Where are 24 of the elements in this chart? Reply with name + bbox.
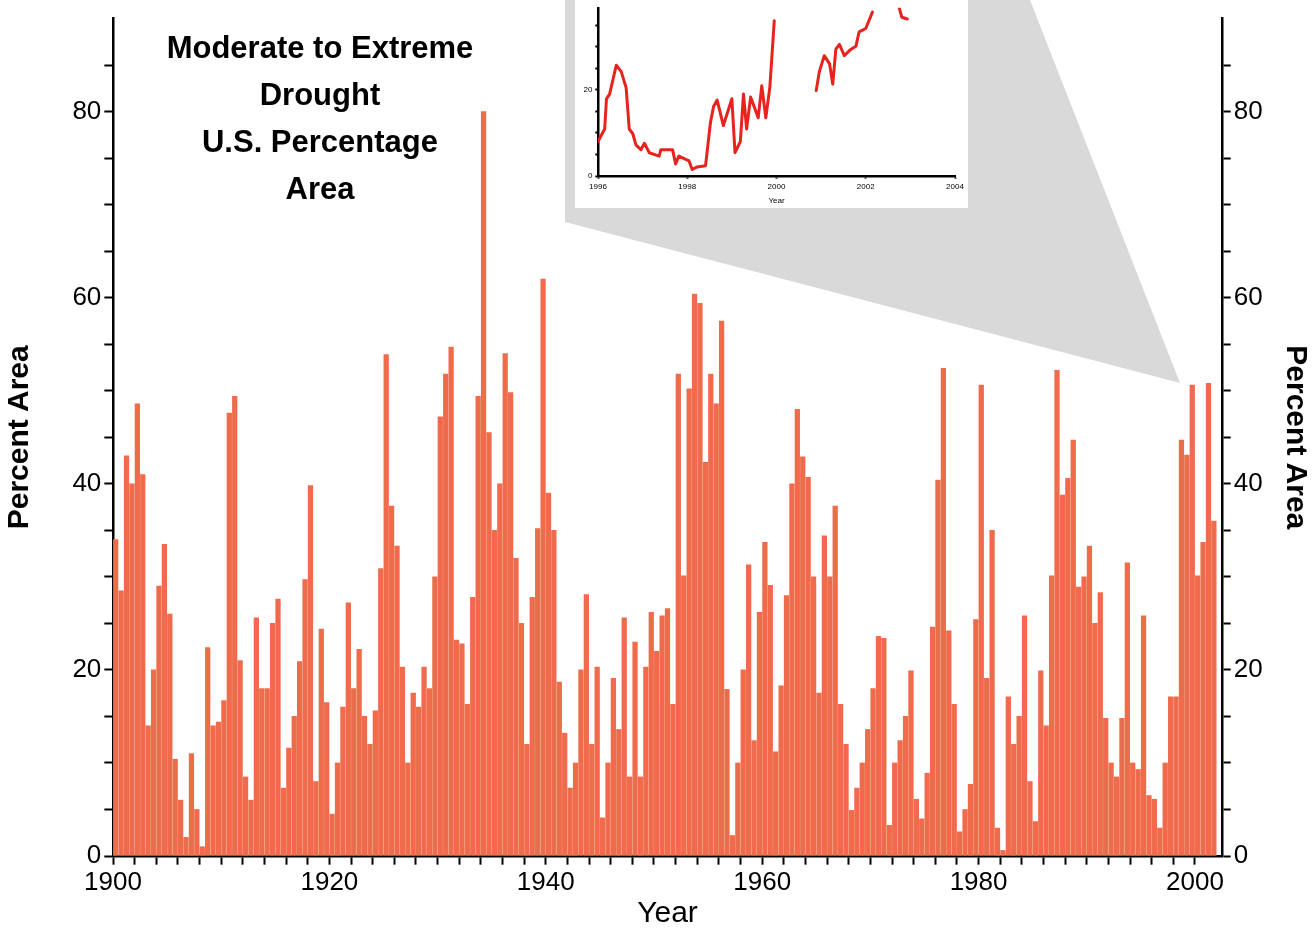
y-axis-title: Percent Area xyxy=(1,344,35,530)
text: Moderate to Extreme Drought U.S. Percentage Area xyxy=(165,29,475,208)
y-tick-label: 80 xyxy=(72,94,102,125)
x-tick-label: 2000 xyxy=(1166,866,1224,897)
x-tick-label: 1998 xyxy=(678,181,697,191)
x-tick-label: 2002 xyxy=(856,181,876,191)
y2-axis-title: Percent Area xyxy=(1280,345,1314,530)
y-tick-label: 60 xyxy=(72,280,102,311)
x-tick-label: 1960 xyxy=(733,866,792,897)
x-tick-label: 1940 xyxy=(516,866,575,897)
x-tick-label: 2000 xyxy=(767,181,786,191)
x-tick-label: 1996 xyxy=(589,181,608,191)
x-axis-title: Year xyxy=(768,196,785,206)
y2-tick-label: 20 xyxy=(1233,653,1263,684)
y2-tick-label: 0 xyxy=(1233,839,1249,870)
y2-tick-label: 80 xyxy=(1233,94,1263,125)
x-tick-label: 2004 xyxy=(946,181,965,191)
x-tick-label: 1920 xyxy=(300,866,359,897)
x-axis-title: Year xyxy=(637,895,698,929)
y2-tick-label: 40 xyxy=(1233,466,1263,497)
x-tick-label: 1980 xyxy=(949,866,1008,897)
y-tick-label: 20 xyxy=(72,653,102,684)
y2-tick-label: 60 xyxy=(1233,280,1263,311)
y-tick-label: 40 xyxy=(72,466,102,497)
